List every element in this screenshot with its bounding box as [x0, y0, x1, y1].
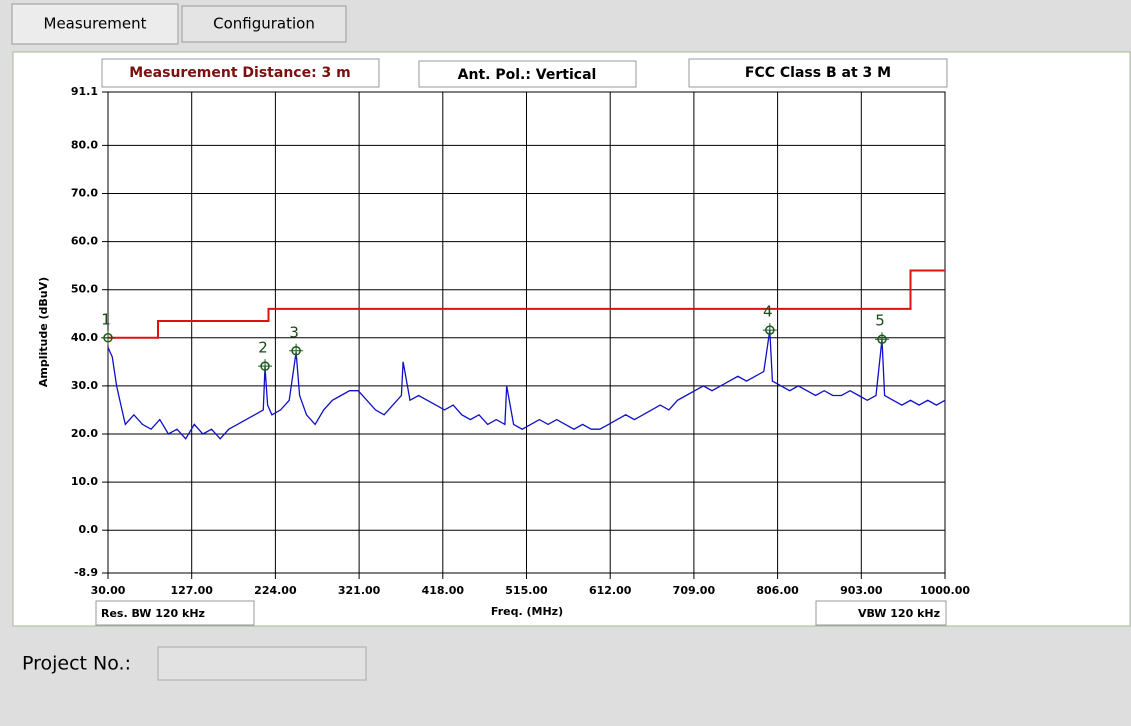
marker-cross [762, 323, 777, 338]
y-tick-label: 0.0 [79, 523, 99, 536]
marker-label: 1 [101, 310, 111, 328]
annotation: Ant. Pol.: Vertical [458, 67, 597, 83]
annotation-box [688, 58, 948, 88]
marker-label: 3 [289, 323, 299, 341]
footnote: Res. BW 120 kHz [101, 607, 205, 620]
x-tick-label: 612.00 [589, 584, 632, 597]
marker-cross [289, 343, 304, 358]
annotation: Measurement Distance: 3 m [129, 65, 351, 81]
annotation-box [418, 60, 637, 88]
x-tick-label: 418.00 [422, 584, 465, 597]
tab[interactable] [181, 5, 347, 43]
y-tick-label: 30.0 [71, 379, 98, 392]
tab-label[interactable]: Configuration [213, 15, 315, 33]
marker-cross [875, 332, 890, 347]
footnote: VBW 120 kHz [858, 607, 940, 620]
x-tick-label: 321.00 [338, 584, 381, 597]
y-axis-label: Amplitude (dBuV) [37, 277, 50, 387]
annotation: FCC Class B at 3 M [745, 65, 891, 81]
marker-cross [258, 359, 273, 374]
tab-active[interactable] [11, 3, 179, 45]
x-tick-label: 127.00 [170, 584, 213, 597]
plot: -8.9 0.0 10.0 20.0 30.0 40.0 50.0 60.0 70.0 80.0 9… [71, 85, 971, 597]
y-tick-label: 10.0 [71, 475, 98, 488]
x-tick-label: 224.00 [254, 584, 297, 597]
y-tick-label: 80.0 [71, 138, 98, 151]
project-label: Project No.: [22, 653, 131, 675]
y-tick-label: 70.0 [71, 186, 98, 199]
x-tick-label: 30.00 [91, 584, 126, 597]
y-tick-label: 50.0 [71, 283, 98, 296]
x-tick-label: 1000.00 [920, 584, 970, 597]
project-input[interactable] [157, 646, 367, 681]
tab-label[interactable]: Measurement [44, 15, 147, 33]
y-tick-label: 91.1 [71, 85, 98, 98]
y-tick-label: -8.9 [74, 566, 98, 579]
y-tick-label: 20.0 [71, 427, 98, 440]
footnote-box [815, 600, 947, 626]
x-axis-label: Freq. (MHz) [491, 605, 563, 618]
marker-cross [101, 330, 115, 345]
x-tick-label: 806.00 [756, 584, 799, 597]
y-tick-label: 40.0 [71, 331, 98, 344]
trace [108, 269, 945, 339]
chart-panel [12, 51, 1131, 627]
x-tick-label: 515.00 [505, 584, 548, 597]
annotation-box [101, 58, 380, 88]
x-tick-label: 903.00 [840, 584, 883, 597]
footnote-box [95, 600, 255, 626]
marker-label: 2 [258, 339, 268, 357]
marker-label: 4 [763, 303, 773, 321]
marker-label: 5 [875, 312, 885, 330]
x-tick-label: 709.00 [673, 584, 716, 597]
y-tick-label: 60.0 [71, 235, 98, 248]
trace [107, 330, 946, 440]
